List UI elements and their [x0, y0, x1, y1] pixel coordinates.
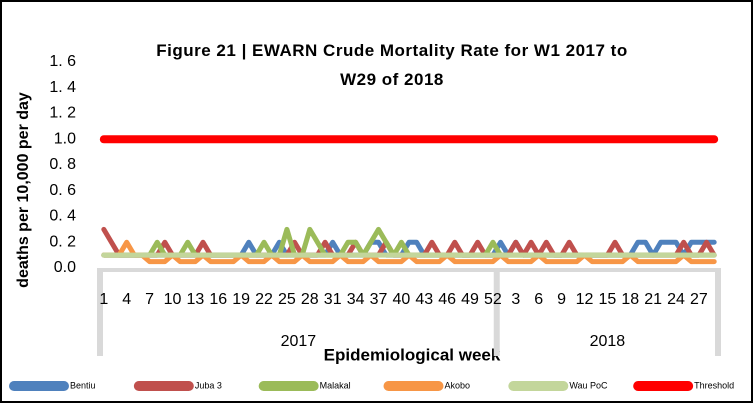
y-tick-label: 0.0: [54, 259, 76, 276]
x-group-separator: [97, 268, 103, 356]
y-tick-label: 0. 6: [49, 182, 76, 199]
x-tick-label: 40: [392, 291, 410, 308]
y-tick-label: 0. 8: [49, 156, 76, 173]
y-tick-label: 0. 4: [49, 208, 76, 225]
x-tick-label: 13: [186, 291, 204, 308]
x-axis-label: Epidemiological week: [324, 345, 501, 364]
x-tick-label: 27: [690, 291, 708, 308]
legend-label: Wau PoC: [569, 380, 608, 390]
x-group-separator: [493, 268, 500, 356]
x-tick-label: 4: [122, 291, 131, 308]
x-tick-label: 24: [667, 291, 685, 308]
y-tick-label: 0. 2: [49, 233, 76, 250]
x-tick-label: 22: [255, 291, 273, 308]
x-tick-label: 34: [347, 291, 365, 308]
y-tick-label: 1. 4: [49, 79, 76, 96]
x-tick-label: 6: [534, 291, 543, 308]
x-tick-label: 28: [301, 291, 319, 308]
x-tick-label: 7: [145, 291, 154, 308]
x-tick-label: 9: [557, 291, 566, 308]
x-tick-label: 37: [370, 291, 388, 308]
legend-label: Juba 3: [195, 380, 222, 390]
x-tick-label: 21: [644, 291, 662, 308]
y-tick-label: 1.0: [54, 130, 76, 147]
legend-label: Akobo: [445, 380, 471, 390]
x-tick-label: 16: [209, 291, 227, 308]
x-axis-band: [100, 268, 718, 272]
legend-label: Threshold: [694, 380, 734, 390]
x-tick-label: 10: [164, 291, 182, 308]
x-tick-label: 25: [278, 291, 296, 308]
x-tick-label: 43: [415, 291, 433, 308]
y-tick-label: 1. 2: [49, 105, 76, 122]
x-group-label: 2018: [590, 333, 626, 350]
y-axis-label: deaths per 10,000 per day: [15, 92, 32, 288]
x-group-separator: [715, 268, 721, 356]
x-tick-label: 3: [511, 291, 520, 308]
x-tick-label: 31: [324, 291, 342, 308]
x-tick-label: 19: [232, 291, 250, 308]
x-tick-label: 52: [484, 291, 502, 308]
legend-label: Bentiu: [70, 380, 96, 390]
x-tick-label: 12: [576, 291, 594, 308]
legend-label: Malakal: [320, 380, 351, 390]
chart-title: Figure 21 | EWARN Crude Mortality Rate f…: [156, 41, 628, 89]
x-tick-label: 15: [598, 291, 616, 308]
y-tick-label: 1. 6: [49, 53, 76, 70]
x-group-label: 2017: [281, 333, 317, 350]
x-tick-label: 46: [438, 291, 456, 308]
x-tick-label: 49: [461, 291, 479, 308]
x-tick-label: 1: [99, 291, 108, 308]
x-tick-label: 18: [621, 291, 639, 308]
